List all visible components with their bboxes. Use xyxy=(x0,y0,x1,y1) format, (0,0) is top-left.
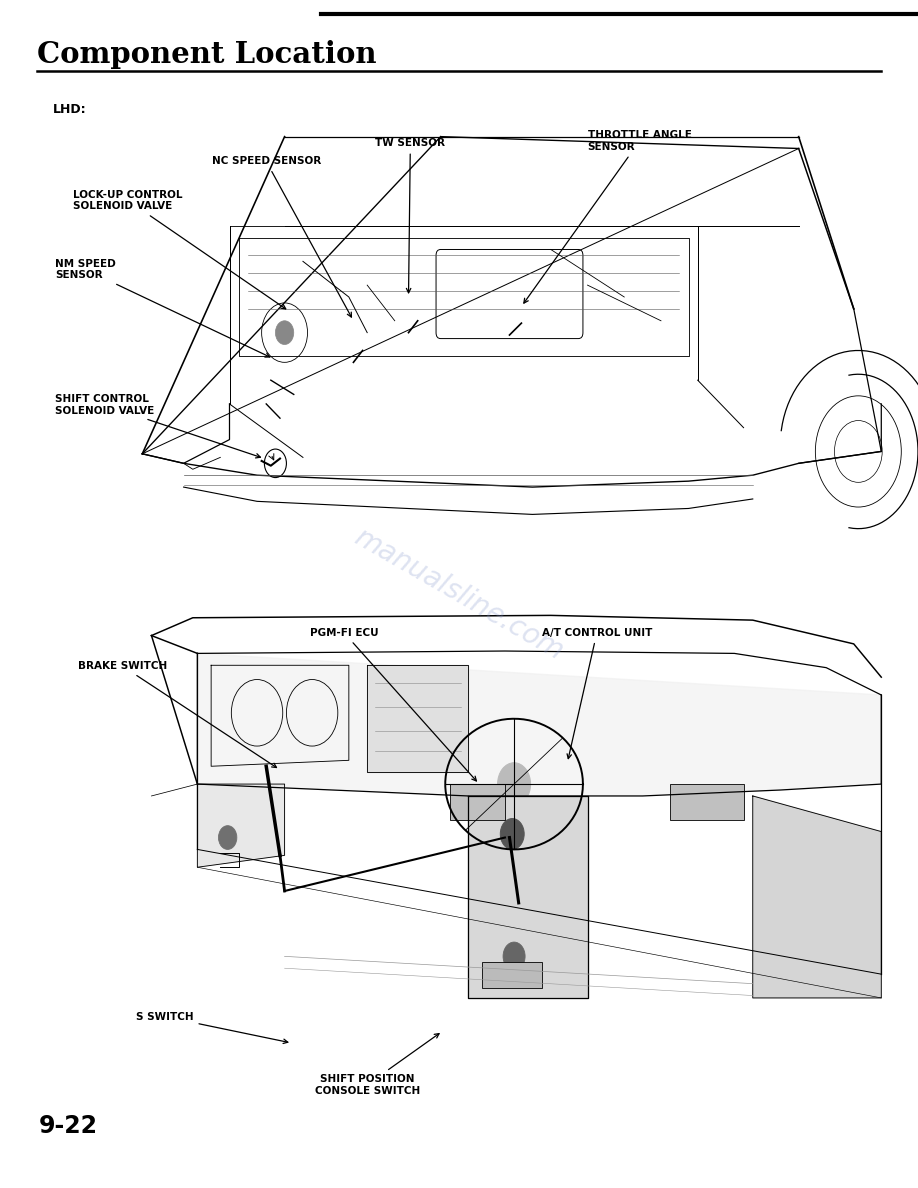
Text: Component Location: Component Location xyxy=(37,40,376,69)
Bar xyxy=(450,784,505,820)
Text: S SWITCH: S SWITCH xyxy=(136,1012,288,1043)
Polygon shape xyxy=(468,796,588,998)
Text: 9-22: 9-22 xyxy=(39,1114,97,1138)
Text: THROTTLE ANGLE
SENSOR: THROTTLE ANGLE SENSOR xyxy=(524,131,691,303)
Text: LHD:: LHD: xyxy=(53,103,87,116)
Bar xyxy=(482,962,542,988)
Text: NC SPEED SENSOR: NC SPEED SENSOR xyxy=(211,157,352,317)
Text: SHIFT POSITION
CONSOLE SWITCH: SHIFT POSITION CONSOLE SWITCH xyxy=(315,1034,439,1095)
Circle shape xyxy=(503,942,525,971)
Polygon shape xyxy=(753,796,881,998)
Circle shape xyxy=(498,763,531,805)
Circle shape xyxy=(218,826,237,849)
Text: SHIFT CONTROL
SOLENOID VALVE: SHIFT CONTROL SOLENOID VALVE xyxy=(55,394,261,457)
Polygon shape xyxy=(197,653,881,796)
Text: LOCK-UP CONTROL
SOLENOID VALVE: LOCK-UP CONTROL SOLENOID VALVE xyxy=(73,190,285,309)
Bar xyxy=(670,784,744,820)
Polygon shape xyxy=(367,665,468,772)
Circle shape xyxy=(500,819,524,849)
Circle shape xyxy=(275,321,294,345)
Text: NM SPEED
SENSOR: NM SPEED SENSOR xyxy=(55,259,270,358)
Text: BRAKE SWITCH: BRAKE SWITCH xyxy=(78,662,276,767)
Text: A/T CONTROL UNIT: A/T CONTROL UNIT xyxy=(542,628,652,759)
Text: PGM-FI ECU: PGM-FI ECU xyxy=(310,628,476,781)
Polygon shape xyxy=(197,784,285,867)
Text: manualsline.com: manualsline.com xyxy=(350,523,568,665)
Text: TW SENSOR: TW SENSOR xyxy=(375,139,445,292)
